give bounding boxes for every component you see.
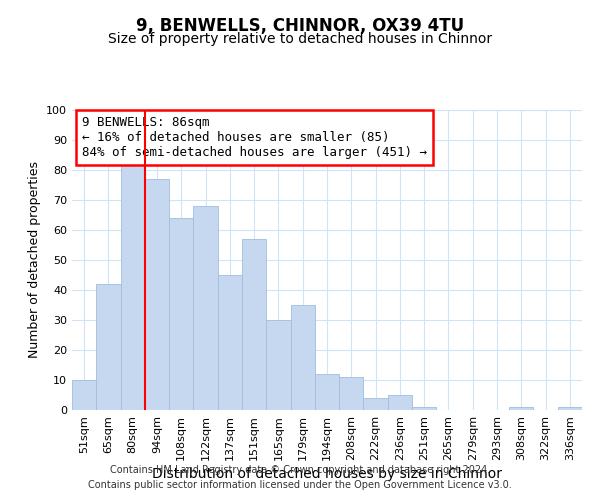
Bar bbox=[266, 320, 290, 410]
Text: 9, BENWELLS, CHINNOR, OX39 4TU: 9, BENWELLS, CHINNOR, OX39 4TU bbox=[136, 18, 464, 36]
Bar bbox=[72, 380, 96, 410]
Bar bbox=[145, 179, 169, 410]
Bar bbox=[218, 275, 242, 410]
Bar bbox=[339, 377, 364, 410]
Bar bbox=[169, 218, 193, 410]
Bar bbox=[412, 407, 436, 410]
Bar bbox=[121, 164, 145, 410]
Y-axis label: Number of detached properties: Number of detached properties bbox=[28, 162, 41, 358]
Bar bbox=[242, 239, 266, 410]
Bar bbox=[364, 398, 388, 410]
Bar bbox=[193, 206, 218, 410]
X-axis label: Distribution of detached houses by size in Chinnor: Distribution of detached houses by size … bbox=[152, 467, 502, 481]
Text: 9 BENWELLS: 86sqm
← 16% of detached houses are smaller (85)
84% of semi-detached: 9 BENWELLS: 86sqm ← 16% of detached hous… bbox=[82, 116, 427, 159]
Text: Contains HM Land Registry data © Crown copyright and database right 2024.
Contai: Contains HM Land Registry data © Crown c… bbox=[88, 465, 512, 490]
Text: Size of property relative to detached houses in Chinnor: Size of property relative to detached ho… bbox=[108, 32, 492, 46]
Bar bbox=[96, 284, 121, 410]
Bar bbox=[290, 305, 315, 410]
Bar bbox=[509, 407, 533, 410]
Bar bbox=[558, 407, 582, 410]
Bar bbox=[388, 395, 412, 410]
Bar bbox=[315, 374, 339, 410]
